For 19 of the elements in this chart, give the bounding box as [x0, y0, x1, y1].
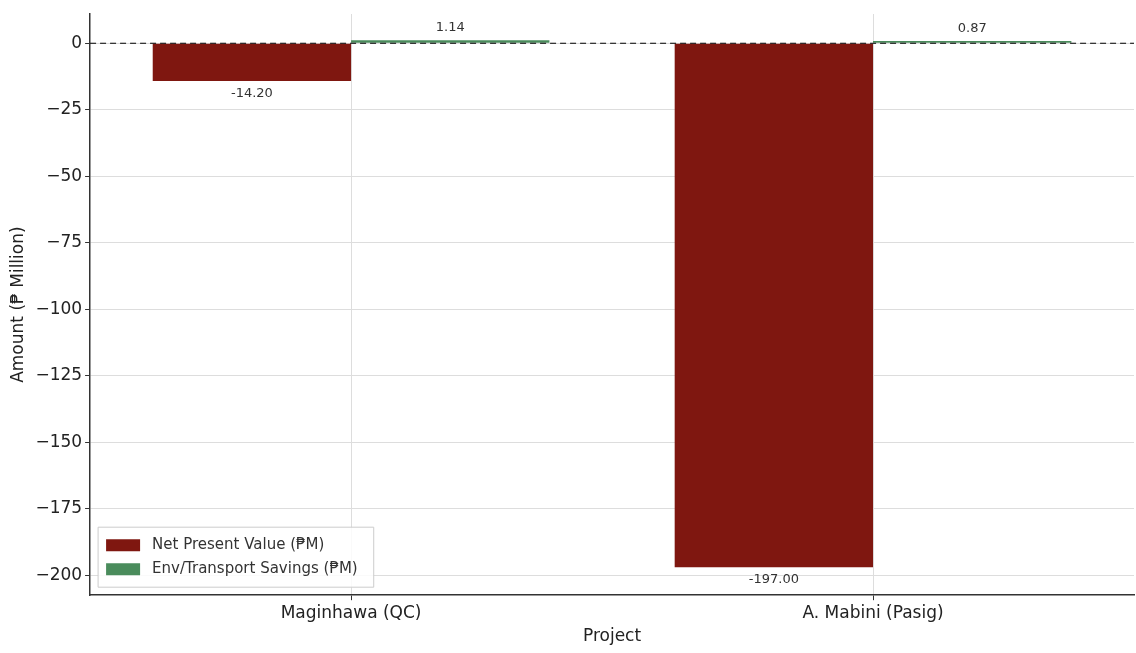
y-axis-title: Amount (₱ Million) [6, 226, 27, 383]
y-tick-label: −175 [35, 497, 83, 518]
x-axis-title: Project [582, 625, 642, 646]
legend-label: Net Present Value (₱M) [152, 535, 325, 554]
data-label: -14.20 [230, 84, 273, 100]
y-tick-label: −25 [46, 98, 83, 119]
y-tick-label: −50 [46, 164, 83, 185]
y-tick-label: −75 [46, 231, 83, 252]
y-tick-label: −125 [35, 364, 83, 385]
data-label: 0.87 [957, 19, 987, 35]
y-tick-label: −150 [35, 430, 83, 451]
x-tick-label: Maginhawa (QC) [280, 601, 422, 622]
y-tick-label: 0 [71, 31, 83, 52]
x-tick-label: A. Mabini (Pasig) [802, 601, 944, 622]
y-tick-label: −200 [35, 563, 83, 584]
data-label: 1.14 [435, 19, 465, 35]
y-tick-label: −100 [35, 297, 83, 318]
data-label: -197.00 [748, 571, 799, 587]
legend-label: Env/Transport Savings (₱M) [152, 559, 358, 578]
